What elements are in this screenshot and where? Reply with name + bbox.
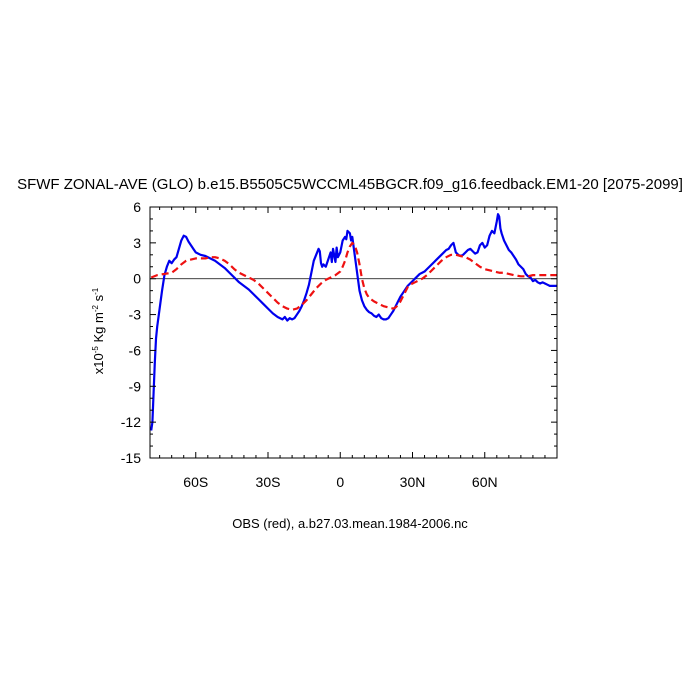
chart-caption: OBS (red), a.b27.03.mean.1984-2006.nc	[232, 516, 468, 531]
y-axis-label: x10-5 Kg m-2 s-1	[91, 287, 106, 374]
y-tick-label: -12	[121, 414, 141, 430]
y-tick-label: -15	[121, 450, 141, 466]
y-tick-label: -6	[129, 342, 142, 358]
plot-area: 6 3 0 -3 -6 -9 -12 -15 60S 30S 0 30N 60N	[121, 199, 558, 490]
x-tick-label: 30S	[256, 474, 281, 490]
y-tick-label: -3	[129, 307, 142, 323]
series-line-2	[150, 241, 557, 311]
x-tick-label: 30N	[400, 474, 426, 490]
series-line-1	[150, 213, 557, 431]
y-tick-label: 3	[133, 235, 141, 251]
plot-frame	[149, 206, 558, 459]
x-tick-label: 60N	[472, 474, 498, 490]
y-tick-label: 6	[133, 199, 141, 215]
y-tick-label: 0	[133, 271, 141, 287]
x-tick-label: 0	[336, 474, 344, 490]
y-tick-label: -9	[129, 378, 142, 394]
chart-title: SFWF ZONAL-AVE (GLO) b.e15.B5505C5WCCML4…	[17, 176, 683, 193]
x-tick-label: 60S	[183, 474, 208, 490]
